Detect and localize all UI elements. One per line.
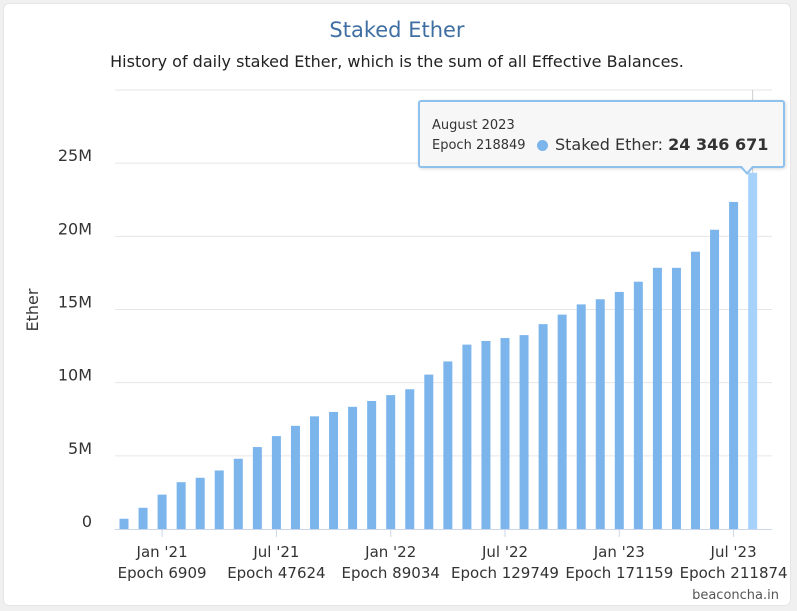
bar	[671, 267, 681, 529]
x-tick-epoch: Epoch 6909	[118, 564, 207, 582]
x-tick-epoch: Epoch 171159	[565, 564, 673, 582]
y-tick-label: 15M	[58, 293, 92, 312]
bar	[729, 201, 739, 529]
bar	[557, 314, 567, 529]
series-dot-icon	[537, 140, 548, 151]
bar	[271, 436, 281, 529]
x-tick-month: Jan '23	[593, 543, 645, 561]
tooltip-epoch: Epoch 218849	[432, 138, 526, 153]
bar	[424, 374, 434, 529]
bar	[138, 507, 148, 529]
tooltip-series: Staked Ether: 24 346 671	[555, 135, 768, 154]
x-tick-month: Jan '22	[364, 543, 416, 561]
bar	[652, 267, 662, 529]
chart-title: Staked Ether	[329, 18, 465, 42]
bar	[290, 425, 300, 529]
tooltip-pointer-fill	[741, 165, 753, 172]
x-tick-epoch: Epoch 47624	[227, 564, 325, 582]
bar	[576, 304, 586, 529]
bar	[214, 470, 224, 529]
chart-subtitle: History of daily staked Ether, which is …	[110, 52, 684, 71]
y-tick-label: 20M	[58, 219, 92, 238]
x-tick-epoch: Epoch 129749	[451, 564, 559, 582]
bar	[405, 389, 415, 529]
bar	[310, 416, 319, 529]
bar	[386, 395, 396, 529]
tooltip-month: August 2023	[432, 118, 515, 133]
x-tick-epoch: Epoch 211874	[680, 564, 788, 582]
y-tick-label: 10M	[58, 366, 92, 385]
bar	[252, 447, 262, 529]
bar	[748, 172, 758, 529]
bar	[233, 458, 243, 529]
bar	[176, 482, 186, 529]
bar	[443, 361, 453, 529]
x-tick-epoch: Epoch 89034	[341, 564, 439, 582]
y-tick-label: 5M	[68, 439, 92, 458]
tooltip-value: 24 346 671	[668, 135, 769, 154]
bar	[119, 518, 129, 529]
bar	[348, 406, 358, 529]
bar	[633, 281, 643, 529]
bar	[595, 299, 605, 529]
x-tick-month: Jan '21	[136, 543, 188, 561]
bar	[157, 494, 167, 529]
y-tick-label: 0	[82, 512, 92, 531]
bar	[538, 324, 548, 529]
y-axis-label: Ether	[23, 288, 42, 331]
credit-link[interactable]: beaconcha.in	[692, 588, 779, 603]
bar	[329, 411, 339, 529]
bar	[195, 477, 205, 529]
x-tick-month: Jul '22	[481, 543, 528, 561]
bar	[691, 251, 700, 529]
y-tick-label: 25M	[58, 146, 92, 165]
bar	[614, 291, 624, 529]
x-tick-month: Jul '21	[252, 543, 299, 561]
bar	[462, 344, 472, 529]
bar	[367, 400, 377, 529]
bar	[710, 229, 720, 529]
bar	[481, 340, 491, 529]
x-tick-month: Jul '23	[710, 543, 757, 561]
chart-tooltip: August 2023 Epoch 218849 Staked Ether: 2…	[418, 100, 785, 168]
bar	[519, 335, 529, 529]
tooltip-series-label: Staked Ether:	[555, 135, 669, 154]
bar	[500, 338, 510, 529]
